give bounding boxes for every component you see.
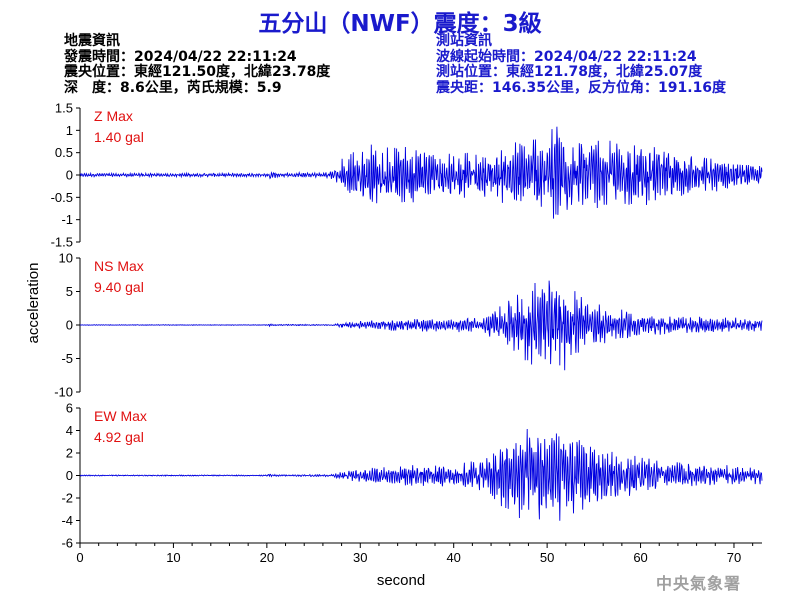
max-title-ns: NS Max — [94, 258, 144, 274]
x-axis-label: second — [377, 572, 425, 589]
earthquake-info-heading: 地震資訊 — [64, 33, 120, 49]
x-tick-label: 50 — [540, 550, 554, 565]
y-tick-label: 5 — [66, 284, 73, 299]
epicenter-location: 震央位置：東經121.50度，北緯23.78度 — [64, 64, 331, 80]
y-tick-label: 0 — [66, 318, 73, 333]
depth-magnitude: 深 度：8.6公里，芮氏規模：5.9 — [64, 79, 282, 96]
station-location: 測站位置：東經121.78度，北緯25.07度 — [436, 64, 703, 80]
waveform-z — [79, 126, 763, 219]
y-tick-label: 1 — [66, 123, 73, 138]
max-value-ew: 4.92 gal — [94, 429, 144, 445]
earthquake-info: 地震資訊 發震時間：2024/04/22 22:11:24 震央位置：東經121… — [64, 33, 331, 96]
x-tick-label: 70 — [727, 550, 741, 565]
waveform-ew — [80, 428, 763, 521]
station-info-heading: 測站資訊 — [436, 33, 492, 49]
y-tick-label: -10 — [54, 385, 73, 400]
y-tick-label: -1.5 — [51, 235, 73, 250]
max-title-ew: EW Max — [94, 408, 147, 424]
max-value-z: 1.40 gal — [94, 129, 144, 145]
station-info: 測站資訊 波線起始時間：2024/04/22 22:11:24 測站位置：東經1… — [436, 33, 727, 96]
y-tick-label: 0 — [66, 168, 73, 183]
origin-time: 發震時間：2024/04/22 22:11:24 — [64, 48, 297, 65]
max-title-z: Z Max — [94, 108, 133, 124]
y-tick-label: -4 — [61, 513, 73, 528]
y-tick-label: -0.5 — [51, 190, 73, 205]
y-tick-label: 6 — [66, 401, 73, 416]
y-tick-label: -5 — [61, 351, 73, 366]
agency-credit: 中央氣象署 — [656, 574, 742, 593]
y-tick-label: 1.5 — [55, 101, 73, 116]
distance-azimuth: 震央距：146.35公里，反方位角：191.16度 — [436, 79, 727, 96]
x-tick-label: 20 — [260, 550, 274, 565]
waveform-ns — [79, 280, 763, 371]
y-tick-label: -2 — [61, 491, 73, 506]
max-value-ns: 9.40 gal — [94, 279, 144, 295]
y-tick-label: 10 — [59, 251, 73, 266]
y-tick-label: 4 — [66, 423, 73, 438]
y-tick-label: -6 — [61, 536, 73, 551]
y-tick-label: 2 — [66, 446, 73, 461]
x-tick-label: 10 — [166, 550, 180, 565]
waveform-start-time: 波線起始時間：2024/04/22 22:11:24 — [436, 48, 697, 65]
y-tick-label: -1 — [61, 212, 73, 227]
x-tick-label: 30 — [353, 550, 367, 565]
y-tick-label: 0 — [66, 468, 73, 483]
y-tick-label: 0.5 — [55, 145, 73, 160]
x-tick-label: 0 — [76, 550, 83, 565]
x-tick-label: 60 — [633, 550, 647, 565]
y-axis-label: acceleration — [25, 263, 42, 344]
page-title: 五分山（NWF）震度：3級 — [258, 11, 542, 37]
x-tick-label: 40 — [446, 550, 460, 565]
